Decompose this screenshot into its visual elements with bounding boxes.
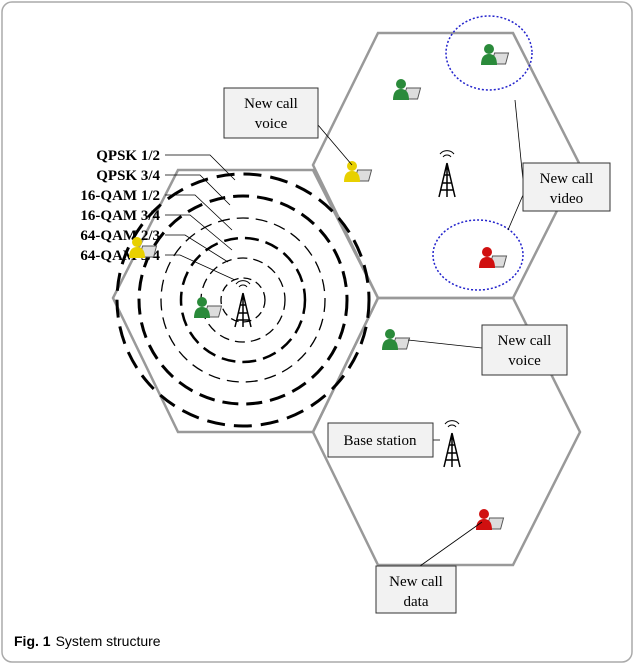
- base-station-label: Base station: [344, 433, 417, 449]
- callout-text: New call: [540, 171, 594, 187]
- callout-lines: [317, 99, 524, 567]
- callout-box: [522, 162, 611, 212]
- video-highlights: [432, 15, 533, 291]
- caption-text: System structure: [56, 633, 161, 649]
- modulation-label: QPSK 3/4: [96, 168, 160, 184]
- cells: [111, 31, 582, 567]
- modulation-label: QPSK 1/2: [96, 148, 160, 164]
- callout-text: data: [404, 594, 429, 610]
- callouts: New call voice New call video New call voice N…: [223, 87, 611, 614]
- callout-text: New call: [244, 96, 298, 112]
- modulation-label: 16-QAM 3/4: [80, 208, 160, 224]
- callout-text: voice: [508, 353, 541, 369]
- modulation-label: 64-QAM 2/3: [80, 228, 160, 244]
- coverage-rings: [115, 172, 371, 428]
- callout-text: video: [550, 191, 583, 207]
- callout-text: voice: [255, 116, 288, 132]
- modulation-label: 16-QAM 1/2: [80, 188, 160, 204]
- leader-lines: [165, 154, 236, 281]
- callout-text: New call: [498, 333, 552, 349]
- caption-label: Fig. 1: [14, 633, 51, 649]
- caption: Fig. 1 System structure: [14, 633, 161, 649]
- base-station-box: [327, 422, 434, 458]
- callout-box: [481, 324, 568, 376]
- callout-box: [223, 87, 319, 139]
- callout-text: New call: [389, 574, 443, 590]
- callout-box: [375, 565, 457, 614]
